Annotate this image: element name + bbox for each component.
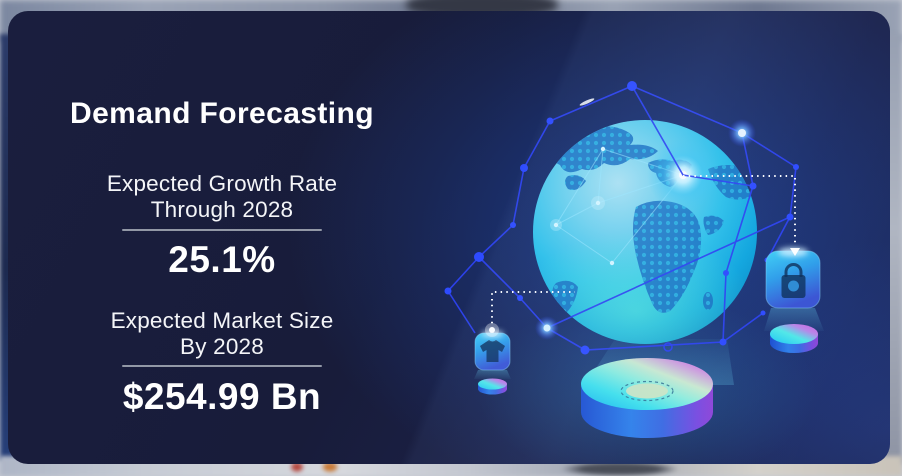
stat-growth-label: Expected Growth Rate Through 2028	[106, 171, 338, 222]
dotted-connectors	[491, 175, 796, 329]
tshirt-platform	[478, 378, 507, 395]
tshirt-icon	[474, 330, 511, 371]
globe-route-nodes	[550, 146, 615, 266]
page-title: Demand Forecasting	[70, 97, 374, 130]
globe-illustration	[444, 81, 824, 464]
network-node-glows	[535, 98, 756, 340]
shopping-bag-platform	[770, 324, 818, 353]
globe-routes	[554, 148, 684, 264]
shopping-bag-icon	[765, 247, 821, 309]
stat-market-size-label: Expected Market Size By 2028	[110, 308, 334, 359]
stats-column: Demand Forecasting Expected Growth Rate …	[22, 11, 422, 464]
dotted-connector-arrows	[485, 248, 800, 337]
stat-growth-value: 25.1%	[168, 239, 276, 280]
stat-market-size-value: $254.99 Bn	[122, 376, 322, 417]
forecast-card: Demand Forecasting Expected Growth Rate …	[8, 11, 890, 464]
divider	[122, 365, 322, 367]
divider	[122, 229, 322, 231]
podium-disc-icon	[581, 358, 713, 438]
